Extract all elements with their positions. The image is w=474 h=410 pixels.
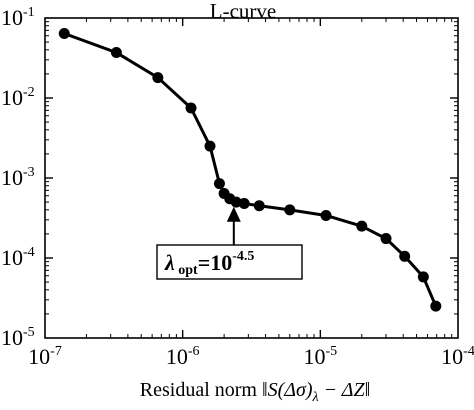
y-tick-exponent: -5 [23, 325, 35, 340]
data-point [399, 250, 411, 262]
annotation-label: λ opt=10-4.5 [164, 249, 254, 278]
data-point [238, 198, 250, 210]
xlabel-subscript: λ [312, 390, 319, 405]
annotation-exponent: -4.5 [232, 249, 254, 264]
data-point [320, 209, 332, 221]
plot-frame [44, 17, 459, 339]
y-tick-exponent: -1 [23, 5, 35, 20]
data-point [110, 47, 122, 59]
x-axis-label: Residual norm ‖S(Δσ)λ − ΔZ‖ [140, 379, 370, 405]
data-point [356, 220, 368, 232]
x-tick-label: 10-7 [28, 344, 62, 369]
x-tick-label: 10-5 [303, 344, 337, 369]
x-tick-base: 10 [28, 344, 50, 369]
data-point [430, 300, 442, 312]
data-point [185, 102, 197, 114]
y-tick-label: 10-4 [1, 245, 35, 270]
annotation-box [156, 244, 303, 280]
series-group [58, 28, 442, 312]
data-point [58, 28, 70, 40]
x-tick-exponent: -6 [188, 344, 200, 359]
annotation-symbol: λ [164, 250, 175, 275]
y-tick-label: 10-1 [1, 5, 35, 30]
x-tick-exponent: -5 [325, 344, 337, 359]
y-tick-base: 10 [1, 85, 23, 110]
x-tick-exponent: -7 [50, 344, 62, 359]
y-tick-base: 10 [1, 245, 23, 270]
y-tick-label: 10-3 [1, 165, 35, 190]
data-point [380, 233, 392, 245]
y-tick-label: 10-5 [1, 325, 35, 350]
annotation-arrow-head [226, 206, 241, 222]
x-tick-exponent: -4 [463, 344, 474, 359]
data-point [204, 140, 216, 152]
x-tick-label: 10-4 [441, 344, 474, 369]
data-point [253, 200, 265, 212]
x-tick-base: 10 [166, 344, 188, 369]
lambda-opt-annotation: λ opt=10-4.5 [156, 206, 303, 280]
y-tick-label: 10-2 [1, 85, 35, 110]
data-point [152, 72, 164, 84]
chart-title: L-curve [210, 0, 276, 23]
annotation-value: =10 [198, 250, 233, 275]
x-tick-base: 10 [441, 344, 463, 369]
y-tick-exponent: -4 [23, 245, 35, 260]
xlabel-prefix: Residual norm [140, 379, 262, 401]
y-tick-base: 10 [1, 325, 23, 350]
y-tick-base: 10 [1, 165, 23, 190]
y-tick-base: 10 [1, 5, 23, 30]
annotation-subscript: opt [175, 263, 198, 278]
y-tick-exponent: -3 [23, 165, 35, 180]
xlabel-formula: ‖S(Δσ) [262, 379, 313, 401]
data-point [213, 178, 225, 190]
y-axis-ticks: 10-510-410-310-210-1 [1, 5, 458, 350]
y-tick-exponent: -2 [23, 85, 35, 100]
data-point [284, 204, 296, 216]
data-point [417, 271, 429, 283]
x-tick-base: 10 [303, 344, 325, 369]
x-axis-ticks: 10-7 10-6 10-5 10-4 [28, 18, 474, 369]
x-tick-label: 10-6 [166, 344, 200, 369]
xlabel-suffix: − ΔZ‖ [319, 379, 371, 401]
